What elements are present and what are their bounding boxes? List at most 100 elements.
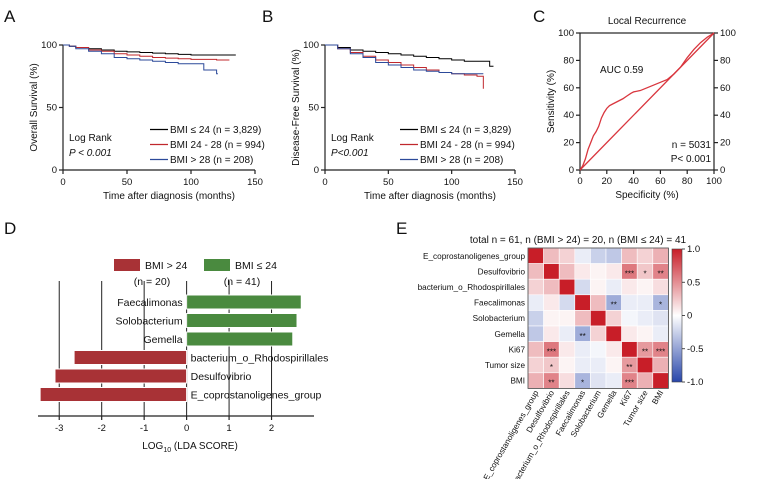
legend-label-3: BMI > 28 (n = 208)	[170, 155, 253, 166]
heatmap-cell-r3-c4	[574, 278, 591, 296]
heatmap-cell-r2-c6	[605, 263, 622, 280]
stat-test-label: Log Rank	[331, 133, 375, 144]
heatmap-cell-r7-c7	[621, 341, 638, 358]
significance-mark-r9-c7: ***	[625, 379, 634, 388]
x-tick-label: 150	[507, 177, 523, 188]
p-value-label: P<0.001	[331, 148, 369, 159]
heatmap-cell-r1-c7	[621, 247, 638, 264]
y-tick-label-left: 80	[563, 55, 574, 66]
heatmap-cell-r7-c6	[605, 341, 622, 358]
significance-mark-r7-c9: ***	[656, 347, 665, 356]
y-tick-label-left: 60	[563, 83, 574, 94]
lda-bar-2	[186, 313, 298, 328]
heatmap-cell-r5-c2	[543, 310, 560, 327]
heatmap-cell-r2-c5	[590, 263, 607, 280]
heatmap-cell-r1-c1	[527, 247, 544, 264]
row-label-7: Ki67	[509, 345, 526, 354]
heatmap-cell-r7-c5	[590, 341, 607, 358]
y-tick-label: 0	[314, 165, 319, 176]
panel-label-e: E	[396, 219, 407, 238]
bar-label-5: Desulfovibrio	[191, 371, 252, 383]
n-label: n = 5031	[672, 140, 712, 151]
heatmap-cell-r5-c1	[527, 310, 544, 327]
y-tick-label: 50	[46, 103, 57, 114]
heatmap-cell-r3-c5	[590, 278, 607, 296]
heatmap-cell-r4-c7	[621, 294, 638, 311]
stat-test-label: Log Rank	[69, 133, 113, 144]
bar-label-2: Solobacterium	[115, 316, 182, 328]
x-tick-label: 0	[60, 177, 65, 188]
legend-label-3: BMI > 28 (n = 208)	[420, 155, 503, 166]
heatmap-cell-r8-c9	[652, 356, 669, 374]
chart-title: Local Recurrence	[608, 16, 687, 27]
bar-label-3: Gemella	[144, 334, 183, 346]
x-tick-label: 20	[602, 176, 613, 187]
y-tick-label: 100	[303, 40, 319, 51]
y-tick-label-right: 0	[720, 165, 725, 176]
heatmap-cell-r5-c4	[574, 310, 591, 327]
legend-swatch-2	[204, 259, 230, 271]
x-tick-label: 0	[322, 177, 327, 188]
heatmap-cell-r7-c3	[558, 341, 576, 358]
heatmap-cell-r1-c8	[636, 247, 654, 264]
heatmap-cell-r8-c4	[574, 356, 591, 374]
legend-label-2: BMI 24 - 28 (n = 994)	[420, 140, 515, 151]
x-axis-title: Specificity (%)	[615, 190, 678, 201]
row-label-5: Solobacterium	[473, 314, 526, 323]
significance-mark-r9-c2: **	[548, 379, 554, 388]
significance-mark-r2-c8: *	[643, 269, 646, 278]
panel-e-correlation-heatmap: total n = 61, n (BMI > 24) = 20, n (BMI …	[418, 235, 704, 484]
heatmap-frame	[527, 247, 669, 389]
significance-mark-r8-c2: *	[550, 363, 553, 372]
heatmap-cell-r1-c4	[574, 247, 591, 264]
x-tick-label: 2	[269, 423, 274, 434]
y-tick-label-left: 20	[563, 138, 574, 149]
panel-d-lda-chart: -3 -2 -1 0 1 2 Faecalimonas Solobacterium Gemell…	[38, 259, 328, 454]
colorbar-tick-label: -1.0	[687, 377, 703, 388]
row-label-1: E_coprostanoligenes_group	[423, 252, 525, 261]
y-tick-label-right: 60	[720, 83, 731, 94]
survival-curve-1	[325, 44, 494, 67]
y-tick-label: 100	[41, 40, 57, 51]
colorbar-tick-label: 0.5	[687, 277, 700, 288]
heatmap-cell-r9-c6	[605, 372, 622, 389]
significance-mark-r7-c8: **	[642, 347, 648, 356]
heatmap-cell-r5-c5	[590, 310, 607, 327]
heatmap-cell-r3-c9	[652, 278, 669, 296]
y-axis-title: Disease-Free Survival (%)	[291, 49, 302, 166]
heatmap-cell-r8-c1	[527, 356, 544, 374]
heatmap-cell-r5-c7	[621, 310, 638, 327]
x-tick-label: 100	[183, 177, 199, 188]
significance-mark-r9-c4: *	[581, 379, 584, 388]
heatmap-cell-r6-c2	[543, 325, 560, 342]
heatmap-cell-r1-c3	[558, 247, 576, 264]
bar-label-4: bacterium_o_Rhodospirillales	[191, 353, 329, 365]
y-tick-label-left: 40	[563, 110, 574, 121]
heatmap-cell-r9-c1	[527, 372, 544, 389]
heatmap-cell-r9-c3	[558, 372, 576, 389]
survival-curve-2	[63, 44, 230, 61]
survival-curve-2	[325, 44, 484, 89]
legend-count-2: (n = 41)	[224, 276, 260, 288]
heatmap-cell-r4-c8	[636, 294, 654, 311]
significance-mark-r2-c7: ***	[625, 269, 634, 278]
colorbar-tick-label: -0.5	[687, 344, 703, 355]
legend-label-1: BMI ≤ 24 (n = 3,829)	[420, 125, 511, 136]
heatmap-cell-r4-c5	[590, 294, 607, 311]
bar-label-6: E_coprostanoligenes_group	[191, 390, 322, 402]
survival-curve-3	[63, 44, 218, 75]
row-label-4: Faecalimonas	[474, 299, 525, 308]
x-tick-label: 0	[184, 423, 189, 434]
heatmap-cell-r6-c1	[527, 325, 544, 342]
y-tick-label-right: 80	[720, 55, 731, 66]
bar-label-1: Faecalimonas	[117, 297, 182, 309]
heatmap-cell-r6-c3	[558, 325, 576, 342]
significance-mark-r2-c9: **	[657, 269, 663, 278]
lda-bar-4	[73, 350, 188, 365]
heatmap-cell-r9-c5	[590, 372, 607, 389]
p-value-label: P< 0.001	[671, 154, 712, 165]
y-tick-label-right: 40	[720, 110, 731, 121]
column-label-9: BMI	[650, 389, 665, 406]
